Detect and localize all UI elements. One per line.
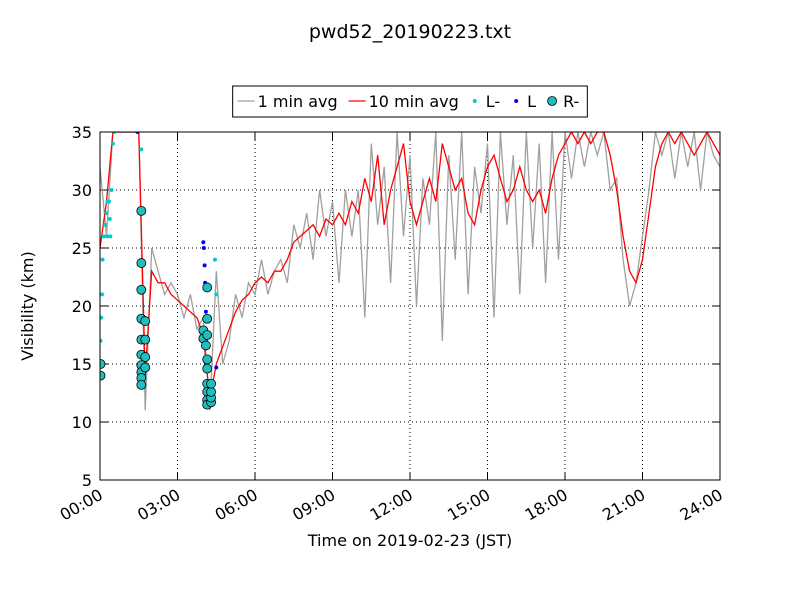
marker-dot bbox=[105, 234, 110, 239]
marker-dot bbox=[214, 292, 219, 297]
y-tick-label: 20 bbox=[72, 297, 92, 316]
marker-dot bbox=[139, 147, 144, 152]
marker-circle bbox=[202, 313, 213, 324]
marker-dot bbox=[104, 211, 109, 216]
legend-label: L- bbox=[486, 92, 500, 111]
marker-circle bbox=[140, 334, 151, 345]
marker-circle bbox=[140, 316, 151, 326]
legend-swatch bbox=[472, 99, 477, 103]
marker-dot bbox=[201, 246, 206, 250]
y-tick-label: 25 bbox=[72, 239, 92, 258]
marker-dot bbox=[100, 257, 105, 262]
plot-frame bbox=[99, 131, 721, 481]
legend: 1 min avg 10 min avg L- L R- bbox=[232, 85, 588, 118]
marker-circle bbox=[140, 362, 151, 373]
marker-circle bbox=[140, 352, 151, 362]
y-tick-label: 10 bbox=[72, 413, 92, 432]
marker-circle bbox=[202, 330, 213, 340]
marker-circle bbox=[206, 386, 216, 397]
x-axis-label: Time on 2019-02-23 (JST) bbox=[307, 531, 512, 550]
marker-circle bbox=[136, 258, 147, 268]
legend-label: R- bbox=[563, 92, 579, 111]
marker-dot bbox=[103, 222, 108, 227]
marker-dot bbox=[202, 263, 207, 268]
y-tick-label: 30 bbox=[72, 181, 92, 200]
y-tick-label: 35 bbox=[72, 123, 92, 142]
marker-circle bbox=[136, 284, 147, 295]
marker-circle bbox=[202, 282, 213, 293]
legend-label: 1 min avg bbox=[258, 92, 338, 111]
legend-swatch bbox=[547, 96, 557, 106]
marker-circle bbox=[206, 378, 216, 389]
legend-label: 10 min avg bbox=[369, 92, 459, 111]
marker-dot bbox=[212, 257, 217, 262]
marker-dot bbox=[110, 141, 115, 146]
marker-circle bbox=[100, 359, 106, 369]
y-tick-label: 5 bbox=[82, 471, 92, 490]
marker-dot bbox=[109, 188, 114, 192]
legend-swatch bbox=[514, 99, 519, 103]
marker-circle bbox=[136, 379, 147, 390]
marker-circle bbox=[136, 205, 147, 216]
marker-circle bbox=[100, 370, 106, 381]
marker-dot bbox=[100, 292, 105, 297]
marker-dot bbox=[100, 315, 104, 320]
marker-circle bbox=[202, 363, 213, 374]
marker-dot bbox=[108, 234, 113, 239]
marker-dot bbox=[101, 234, 106, 239]
legend-frame bbox=[232, 85, 588, 118]
chart-title: pwd52_20190223.txt bbox=[309, 21, 511, 43]
marker-circle bbox=[201, 340, 211, 351]
marker-dot bbox=[100, 338, 103, 343]
marker-dot bbox=[203, 309, 208, 314]
marker-circle bbox=[202, 354, 213, 365]
marker-dot bbox=[107, 199, 112, 204]
y-axis-label: Visibility (km) bbox=[18, 251, 37, 360]
marker-dot bbox=[107, 217, 112, 221]
marker-dot bbox=[214, 365, 219, 370]
y-tick-label: 15 bbox=[72, 355, 92, 374]
plot-area bbox=[100, 132, 720, 411]
legend-label: L bbox=[527, 92, 536, 111]
marker-dot bbox=[201, 240, 206, 245]
